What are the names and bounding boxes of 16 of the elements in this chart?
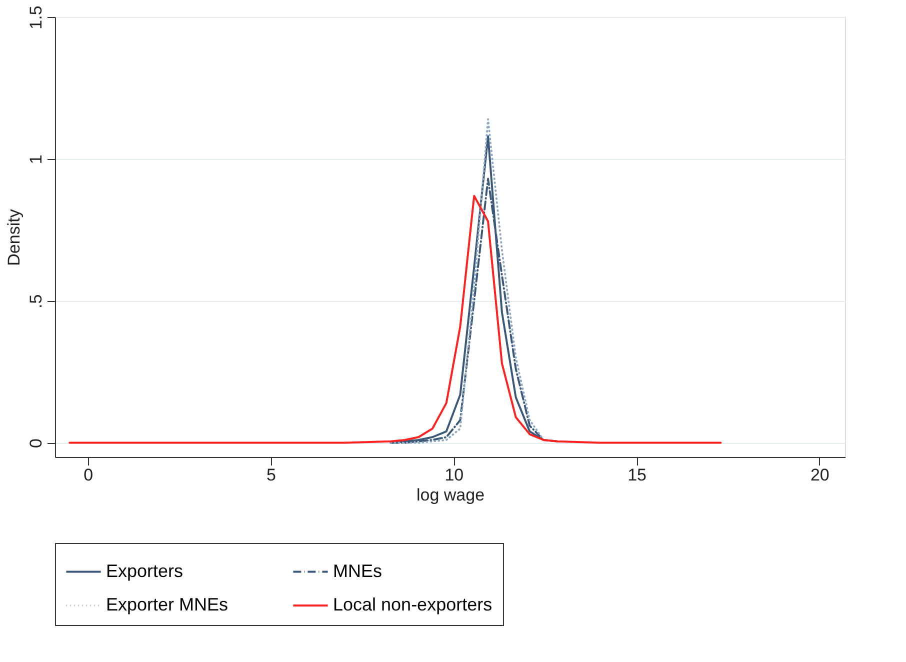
y-axis-title: Density bbox=[4, 208, 24, 266]
x-axis-title: log wage bbox=[416, 486, 485, 504]
x-tick-label: 5 bbox=[266, 466, 276, 484]
legend-label: MNEs bbox=[333, 560, 382, 581]
legend-label: Exporters bbox=[106, 560, 184, 581]
legend-label: Local non-exporters bbox=[333, 594, 492, 614]
x-tick-label: 15 bbox=[628, 466, 646, 484]
legend-label: Exporter MNEs bbox=[106, 594, 228, 614]
y-tick-label: 1.5 bbox=[26, 6, 46, 30]
x-tick-label: 0 bbox=[84, 466, 94, 484]
y-tick-label: 1 bbox=[26, 154, 46, 164]
x-tick-label: 20 bbox=[810, 466, 830, 484]
y-tick-label: .5 bbox=[26, 294, 46, 308]
line-series bbox=[68, 194, 722, 444]
y-tick-label: 0 bbox=[26, 438, 46, 448]
x-tick-label: 10 bbox=[444, 466, 464, 484]
